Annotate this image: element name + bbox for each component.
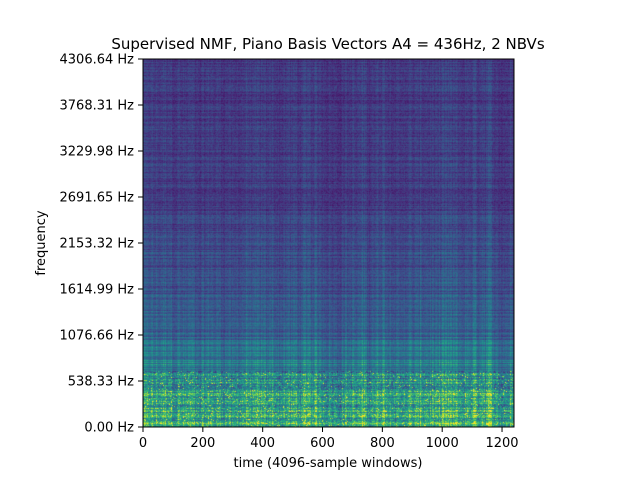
x-tick-label: 200	[190, 436, 215, 451]
y-axis: 0.00 Hz 538.33 Hz 1076.66 Hz 1614.99 Hz 2153…	[60, 53, 143, 436]
x-tick-label: 800	[370, 436, 395, 451]
x-tick-label: 1000	[426, 436, 459, 451]
y-axis-label: frequency	[34, 210, 49, 276]
y-tick-label: 3768.31 Hz	[60, 99, 135, 114]
heatmap-plot-area	[143, 59, 514, 427]
y-tick-label: 538.33 Hz	[68, 375, 134, 390]
y-tick-label: 3229.98 Hz	[60, 145, 135, 160]
x-tick-label: 0	[139, 436, 147, 451]
y-tick-label: 1614.99 Hz	[60, 283, 135, 298]
chart-title: Supervised NMF, Piano Basis Vectors A4 =…	[111, 35, 544, 53]
y-tick-label: 0.00 Hz	[84, 421, 134, 436]
x-axis-label: time (4096-sample windows)	[234, 456, 423, 471]
y-tick-label: 2153.32 Hz	[60, 237, 135, 252]
x-tick-label: 1200	[485, 436, 518, 451]
x-axis: 0 200 400 600 800 1000 1200	[139, 427, 519, 451]
y-tick-label: 1076.66 Hz	[60, 329, 135, 344]
y-tick-label: 2691.65 Hz	[60, 191, 135, 206]
x-tick-label: 600	[310, 436, 335, 451]
y-tick-label: 4306.64 Hz	[60, 53, 135, 68]
spectrogram-heatmap	[143, 59, 514, 427]
x-tick-label: 400	[250, 436, 275, 451]
